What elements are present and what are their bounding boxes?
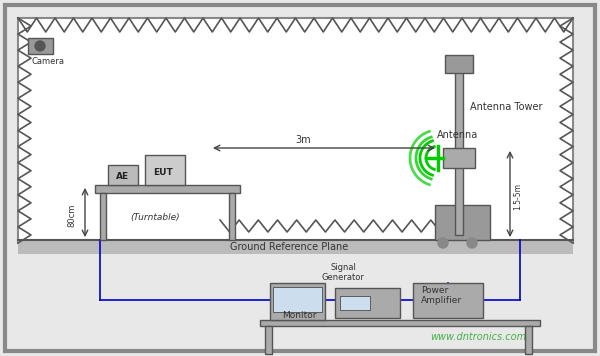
Bar <box>270 283 325 320</box>
Circle shape <box>35 41 45 51</box>
Text: 3m: 3m <box>295 135 311 145</box>
Bar <box>435 205 490 240</box>
Text: Power
Amplifier: Power Amplifier <box>421 286 462 305</box>
Text: www.dntronics.com: www.dntronics.com <box>430 332 526 342</box>
Text: Camera: Camera <box>31 57 64 66</box>
Text: Antenna: Antenna <box>437 130 478 140</box>
Bar <box>340 296 370 310</box>
Text: (Turntable): (Turntable) <box>130 213 179 222</box>
Text: 1.5-5m: 1.5-5m <box>513 183 522 210</box>
Bar <box>28 38 53 54</box>
Circle shape <box>467 238 477 248</box>
Circle shape <box>438 238 448 248</box>
Text: Antenna Tower: Antenna Tower <box>470 102 542 112</box>
Bar <box>108 165 138 185</box>
Bar <box>273 287 322 312</box>
Text: Ground Reference Plane: Ground Reference Plane <box>230 242 348 252</box>
Text: Signal
Generator: Signal Generator <box>322 263 364 282</box>
Bar <box>100 193 106 240</box>
Bar <box>229 193 235 240</box>
Bar <box>443 148 475 168</box>
Bar <box>445 55 473 73</box>
Bar <box>525 326 532 354</box>
Bar <box>335 288 400 318</box>
Bar <box>260 320 540 326</box>
Bar <box>18 240 573 254</box>
Bar <box>413 283 483 318</box>
Bar <box>145 155 185 185</box>
Bar <box>95 185 240 193</box>
Bar <box>265 326 272 354</box>
Bar <box>18 18 573 243</box>
Text: AE: AE <box>116 172 129 181</box>
Text: Monitor: Monitor <box>282 311 317 320</box>
Text: EUT: EUT <box>153 168 173 177</box>
Bar <box>455 65 463 235</box>
Text: 80cm: 80cm <box>67 203 76 227</box>
